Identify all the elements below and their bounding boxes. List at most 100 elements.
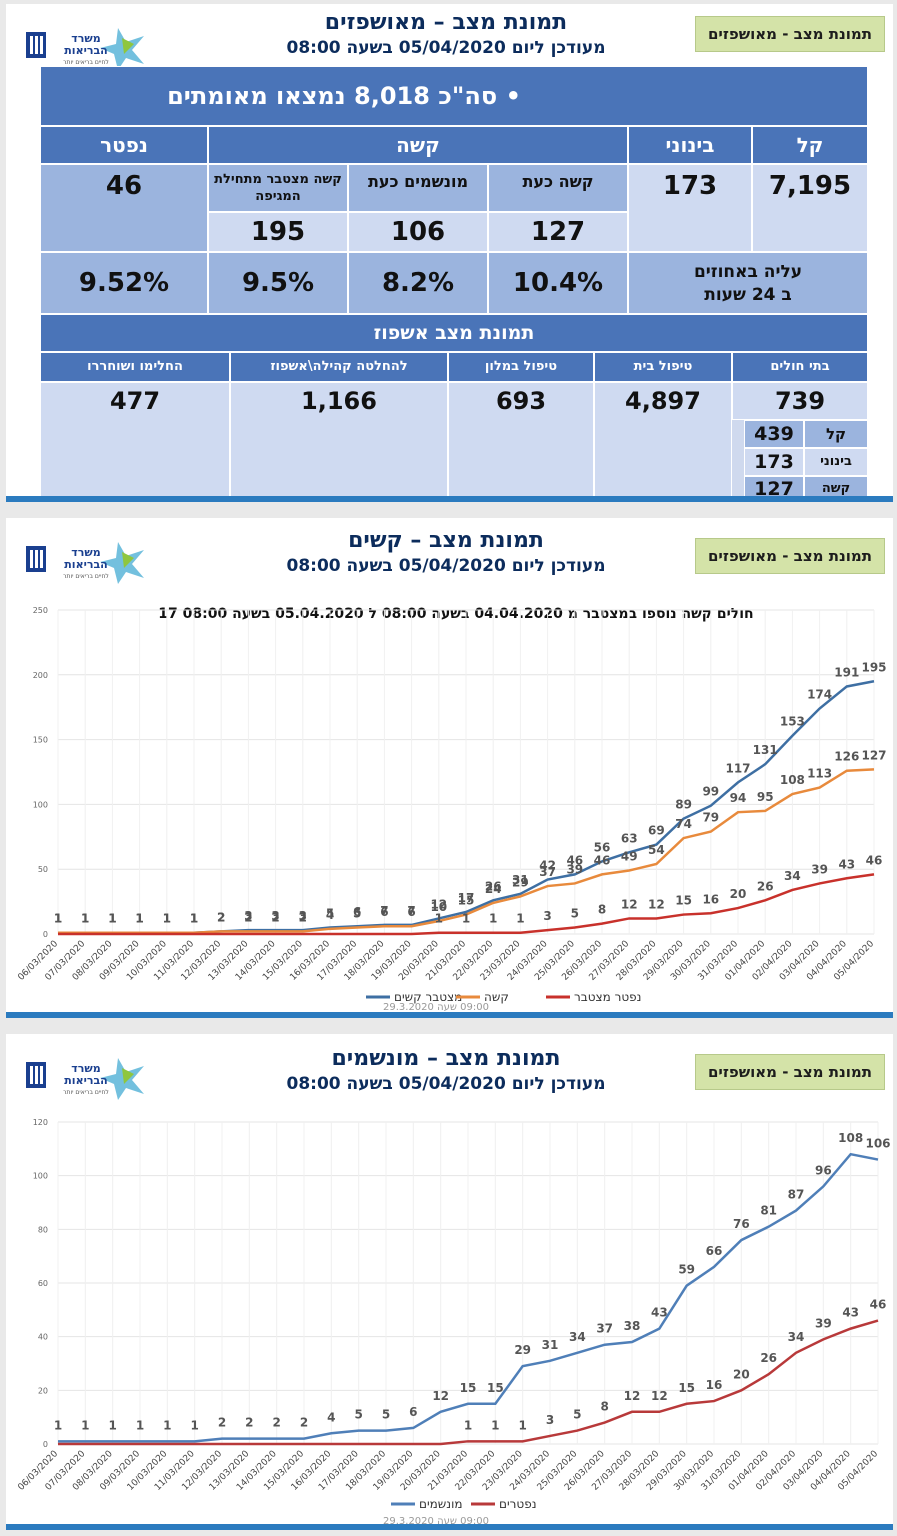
section-tag: תמונת מצב - מאושפזים xyxy=(695,16,885,52)
data-label: 131 xyxy=(753,743,778,757)
data-label: 31 xyxy=(512,873,529,887)
data-label: 2 xyxy=(218,1416,226,1430)
data-label: 34 xyxy=(569,1330,586,1344)
data-label: 15 xyxy=(675,894,692,908)
ministry-logo-icon: משרד הבריאות לחיים בריאים יותר xyxy=(26,542,144,584)
series-line xyxy=(58,768,875,934)
section-tag: תמונת מצב - מאושפזים xyxy=(695,1054,885,1090)
data-label: 31 xyxy=(542,1338,559,1352)
sub-severe-cum: קשה מצטבר מתחילת המגיפה xyxy=(208,164,348,212)
data-label: 1 xyxy=(81,1418,89,1432)
value-ventilated-now: 106 xyxy=(348,212,488,252)
svg-text:הבריאות: הבריאות xyxy=(64,44,107,57)
hosp-header-hospitals: בתי חולים xyxy=(732,352,868,382)
data-label: 1 xyxy=(518,1418,526,1432)
svg-text:הבריאות: הבריאות xyxy=(64,558,107,571)
sub-ventilated-now: מונשמים כעת xyxy=(348,164,488,212)
legend-label: קשה xyxy=(484,990,509,1004)
data-label: 4 xyxy=(327,1410,335,1424)
data-label: 1 xyxy=(81,912,89,926)
data-label: 106 xyxy=(865,1137,890,1151)
rise-severe-cum: 9.5% xyxy=(208,252,348,314)
data-label: 20 xyxy=(733,1367,750,1381)
slide-hospitalized: משרד הבריאות לחיים בריאים יותר תמונת מצב… xyxy=(6,4,893,502)
data-label: 16 xyxy=(706,1378,723,1392)
data-label: 12 xyxy=(430,897,447,911)
data-label: 15 xyxy=(487,1381,504,1395)
data-label: 15 xyxy=(458,894,475,908)
data-label: 69 xyxy=(648,824,665,838)
data-label: 43 xyxy=(838,857,855,871)
title-updated: מעודכן ליום 05/04/2020 בשעה 08:00 xyxy=(286,556,606,576)
header-mild: קל xyxy=(752,126,868,164)
data-label: 46 xyxy=(566,853,583,867)
data-label: 5 xyxy=(354,1408,362,1422)
slide-title: תמונת מצב – מונשמים מעודכן ליום 05/04/20… xyxy=(186,1046,706,1094)
data-label: 26 xyxy=(757,879,774,893)
hosp-value-hotel: 693 xyxy=(448,382,594,502)
y-tick-label: 150 xyxy=(33,736,48,745)
title-updated: מעודכן ליום 05/04/2020 בשעה 08:00 xyxy=(286,1074,606,1094)
data-label: 26 xyxy=(485,879,502,893)
data-label: 1 xyxy=(81,912,89,926)
data-label: 7 xyxy=(380,904,388,918)
rise-label-line1: עליה באחוזים xyxy=(693,262,803,282)
ministry-logo-icon: משרד הבריאות לחיים בריאים יותר xyxy=(26,28,144,70)
data-label: 46 xyxy=(594,853,611,867)
legend-label: נפטר מצטבר xyxy=(574,990,641,1004)
data-label: 5 xyxy=(326,907,334,921)
rise-label-line2: ב 24 שעות xyxy=(704,285,792,305)
data-label: 1 xyxy=(108,912,116,926)
data-label: 108 xyxy=(838,1131,863,1145)
data-label: 46 xyxy=(866,853,883,867)
data-label: 1 xyxy=(516,912,524,926)
rise-severe-now: 10.4% xyxy=(488,252,628,314)
data-label: 3 xyxy=(244,909,252,923)
data-label: 20 xyxy=(730,887,747,901)
hosp-header-home: טיפול בית xyxy=(594,352,732,382)
data-label: 63 xyxy=(621,831,638,845)
data-label: 2 xyxy=(300,1416,308,1430)
data-label: 12 xyxy=(651,1389,668,1403)
title-updated: מעודכן ליום 05/04/2020 בשעה 08:00 xyxy=(286,38,606,58)
ventilated-chart: 02040608010012006/03/202007/03/202008/03… xyxy=(16,1118,890,1511)
title-main: תמונת מצב – מונשמים xyxy=(331,1046,561,1071)
rise-ventilated-now: 8.2% xyxy=(348,252,488,314)
slide-title: תמונת מצב – קשים מעודכן ליום 05/04/2020 … xyxy=(186,528,706,576)
slide-bottom-bar xyxy=(6,496,893,502)
data-label: 12 xyxy=(621,897,638,911)
data-label: 2 xyxy=(271,910,279,924)
data-label: 1 xyxy=(135,912,143,926)
data-label: 1 xyxy=(54,1418,62,1432)
footer-ghost: 09:00 שעה 29.3.2020 xyxy=(383,1516,489,1527)
data-label: 34 xyxy=(784,869,801,883)
sub-severe-now: קשה כעת xyxy=(488,164,628,212)
svg-text:משרד: משרד xyxy=(71,546,100,559)
data-label: 37 xyxy=(539,865,556,879)
data-label: 3 xyxy=(299,909,307,923)
data-label: 1 xyxy=(136,1418,144,1432)
data-label: 1 xyxy=(108,912,116,926)
series-line xyxy=(58,873,875,936)
data-label: 1 xyxy=(190,912,198,926)
data-label: 1 xyxy=(108,1418,116,1432)
y-tick-label: 50 xyxy=(38,865,48,874)
svg-text:לחיים בריאים יותר: לחיים בריאים יותר xyxy=(63,59,109,66)
data-label: 2 xyxy=(272,1416,280,1430)
y-tick-label: 100 xyxy=(33,800,48,809)
data-label: 17 xyxy=(458,891,475,905)
severe-chart: 05010015020025006/03/202007/03/202008/03… xyxy=(16,606,886,1004)
hosp-value-home: 4,897 xyxy=(594,382,732,502)
data-label: 87 xyxy=(788,1188,805,1202)
data-label: 76 xyxy=(733,1217,750,1231)
data-label: 10 xyxy=(430,900,447,914)
data-label: 1 xyxy=(163,912,171,926)
data-label: 7 xyxy=(407,904,415,918)
data-label: 46 xyxy=(870,1298,887,1312)
breakdown-value-moderate: 173 xyxy=(744,448,804,476)
ministry-logo: משרד הבריאות לחיים בריאים יותר xyxy=(26,24,156,70)
data-label: 34 xyxy=(788,1330,805,1344)
data-label: 113 xyxy=(807,767,832,781)
data-label: 1 xyxy=(54,912,62,926)
data-label: 1 xyxy=(489,912,497,926)
